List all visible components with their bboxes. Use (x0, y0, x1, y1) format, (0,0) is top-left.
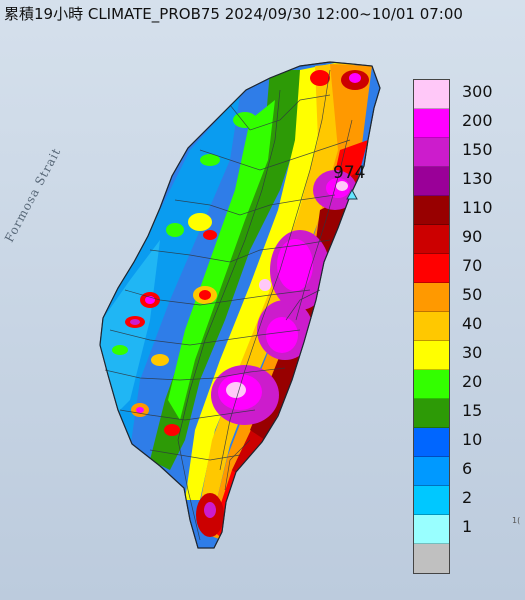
color-legend (413, 79, 450, 574)
legend-label: 20 (462, 372, 483, 391)
map-title: 累積19小時 CLIMATE_PROB75 2024/09/30 12:00~1… (4, 5, 463, 23)
legend-label: 2 (462, 488, 473, 507)
legend-swatch (414, 109, 449, 138)
legend-label: 1 (462, 517, 473, 536)
legend-swatch (414, 283, 449, 312)
legend-swatch (414, 225, 449, 254)
corner-text: 1( (512, 516, 521, 525)
legend-swatch (414, 312, 449, 341)
legend-label: 50 (462, 285, 483, 304)
legend-swatch (414, 254, 449, 283)
legend-swatch (414, 428, 449, 457)
legend-swatch (414, 341, 449, 370)
legend-swatch (414, 515, 449, 544)
legend-label: 10 (462, 430, 483, 449)
legend-label: 40 (462, 314, 483, 333)
legend-label: 300 (462, 82, 493, 101)
legend-swatch (414, 138, 449, 167)
legend-label: 110 (462, 198, 493, 217)
legend-label: 70 (462, 256, 483, 275)
legend-label: 15 (462, 401, 483, 420)
coastline (99, 61, 381, 549)
legend-swatch (414, 80, 449, 109)
legend-swatch (414, 399, 449, 428)
legend-swatch (414, 544, 449, 573)
legend-swatch (414, 370, 449, 399)
boundary-lines (104, 69, 353, 541)
legend-label: 130 (462, 169, 493, 188)
triangle-marker-icon (346, 188, 358, 200)
legend-swatch (414, 486, 449, 515)
legend-swatch (414, 457, 449, 486)
legend-label: 150 (462, 140, 493, 159)
legend-swatch (414, 196, 449, 225)
max-rainfall-value: 974 (333, 163, 366, 183)
legend-label: 200 (462, 111, 493, 130)
legend-label: 6 (462, 459, 473, 478)
legend-label: 30 (462, 343, 483, 362)
legend-swatch (414, 167, 449, 196)
legend-label: 90 (462, 227, 483, 246)
